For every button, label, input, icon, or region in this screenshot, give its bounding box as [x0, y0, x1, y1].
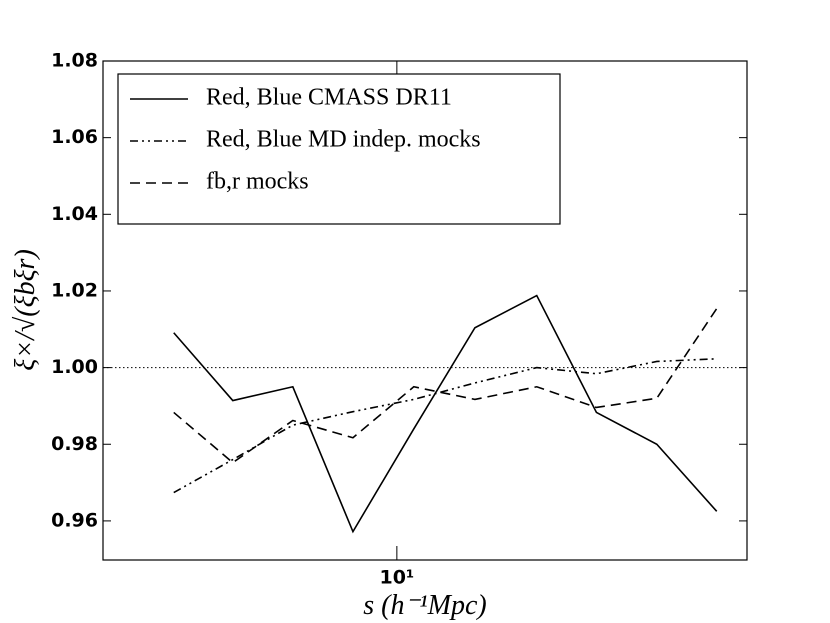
- y-tick-label: 1.08: [51, 50, 98, 72]
- y-tick-label: 0.98: [51, 433, 98, 455]
- y-tick-label: 1.02: [51, 279, 98, 301]
- series-line: [173, 294, 718, 534]
- y-tick-label: 1.00: [51, 356, 98, 378]
- x-tick-label: 10¹: [379, 567, 414, 589]
- plot-frame: [102, 60, 748, 561]
- y-tick-label: 1.06: [51, 126, 98, 148]
- legend-box: [117, 73, 561, 225]
- y-tick-label: 0.96: [51, 509, 98, 531]
- legend-label: fb,r mocks: [206, 169, 309, 195]
- series-line: [173, 308, 718, 464]
- series-line: [173, 357, 717, 494]
- y-tick-label: 1.04: [51, 203, 98, 225]
- x-axis-label: s (h⁻¹Mpc): [363, 590, 486, 621]
- legend-label: Red, Blue MD indep. mocks: [206, 127, 481, 153]
- y-axis-label: ξ×/√(ξbξr): [10, 249, 41, 371]
- legend-label: Red, Blue CMASS DR11: [206, 85, 452, 111]
